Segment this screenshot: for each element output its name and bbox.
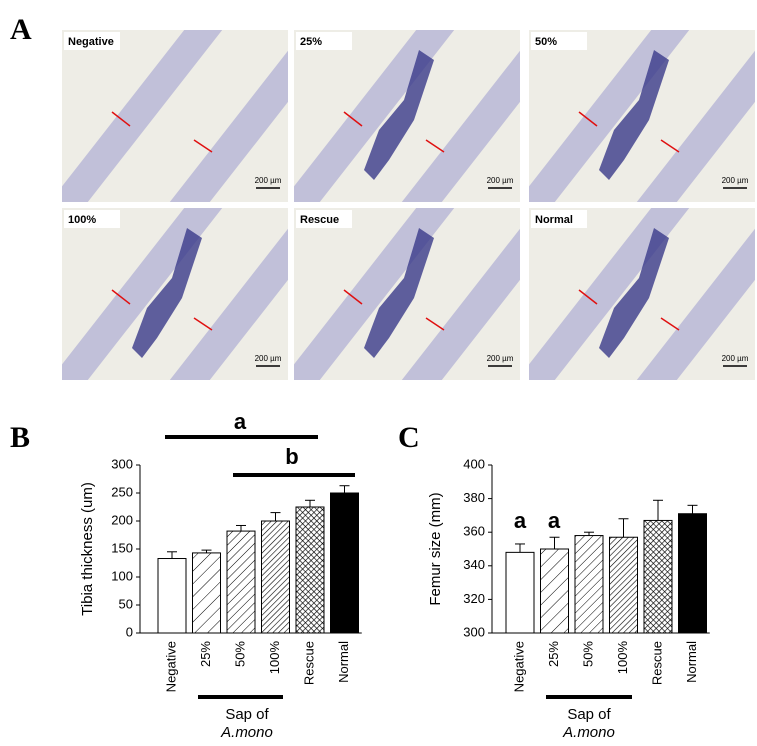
thickness-arrow: [578, 289, 598, 305]
marrow-tissue: [364, 228, 434, 358]
scale-label: 200 µm: [487, 176, 514, 185]
thickness-arrow: [578, 111, 598, 127]
y-tick-label: 250: [111, 484, 133, 499]
micrograph-label: 25%: [300, 36, 322, 48]
micrograph: [294, 208, 520, 380]
marrow-tissue: [132, 228, 202, 358]
bar: [192, 552, 221, 634]
panel-label: C: [398, 421, 420, 454]
significance-label: a: [234, 409, 247, 434]
marrow-tissue: [364, 50, 434, 180]
group-label: Sap of: [225, 706, 269, 723]
thickness-arrow: [193, 317, 213, 331]
bar: [261, 520, 290, 634]
x-tick-label: Negative: [163, 641, 178, 692]
x-tick-label: Normal: [336, 641, 351, 683]
thickness-arrow: [111, 289, 131, 305]
bone-band: [636, 228, 755, 380]
thickness-arrow: [193, 139, 213, 153]
bar: [505, 551, 535, 634]
micrograph: [62, 208, 288, 380]
thickness-arrow: [660, 139, 680, 153]
marrow-tissue: [599, 50, 669, 180]
x-tick-label: 100%: [615, 641, 630, 675]
label-bg: [531, 210, 587, 228]
x-tick-label: Rescue: [301, 641, 316, 685]
bar: [678, 513, 707, 634]
x-tick-label: 25%: [198, 641, 213, 667]
thickness-arrow: [343, 111, 363, 127]
scale-label: 200 µm: [722, 354, 749, 363]
x-tick-label: Negative: [511, 641, 526, 692]
micrograph-label: Negative: [68, 36, 114, 48]
y-tick-label: 300: [111, 456, 133, 471]
bone-band: [169, 228, 288, 380]
y-axis-label: Femur size (mm): [427, 492, 444, 605]
bar: [574, 535, 604, 634]
micrograph-label: Normal: [535, 214, 573, 226]
y-axis-label: Tibia thickness (um): [79, 482, 96, 616]
marrow-tissue: [599, 228, 669, 358]
group-label: A.mono: [220, 724, 273, 741]
scale-label: 200 µm: [722, 176, 749, 185]
thickness-arrow: [425, 139, 445, 153]
micrograph: [294, 30, 520, 202]
y-tick-label: 50: [119, 596, 133, 611]
micrograph-label: 100%: [68, 214, 96, 226]
scale-label: 200 µm: [487, 354, 514, 363]
y-tick-label: 360: [463, 524, 485, 539]
x-tick-label: Normal: [684, 641, 699, 683]
thickness-arrow: [343, 289, 363, 305]
thickness-arrow: [111, 111, 131, 127]
y-tick-label: 200: [111, 512, 133, 527]
bone-band: [636, 50, 755, 202]
x-tick-label: 100%: [267, 641, 282, 675]
bar: [157, 558, 187, 634]
x-tick-label: 50%: [580, 641, 595, 667]
bar: [330, 492, 359, 634]
x-tick-label: Rescue: [649, 641, 664, 685]
bone-band: [401, 50, 520, 202]
label-bg: [296, 32, 352, 50]
x-tick-label: 50%: [232, 641, 247, 667]
label-bg: [531, 32, 587, 50]
bar: [226, 530, 256, 634]
x-tick-label: 25%: [546, 641, 561, 667]
bar: [295, 506, 325, 634]
bone-band: [169, 50, 288, 202]
significance-label: a: [514, 508, 527, 533]
bar: [540, 548, 569, 634]
y-tick-label: 300: [463, 624, 485, 639]
thickness-arrow: [660, 317, 680, 331]
y-tick-label: 320: [463, 591, 485, 606]
bar: [643, 519, 673, 634]
micrograph-label: 50%: [535, 36, 557, 48]
micrograph: [62, 30, 288, 202]
y-tick-label: 380: [463, 490, 485, 505]
significance-label: b: [285, 444, 298, 469]
label-bg: [64, 210, 120, 228]
micrograph-label: Rescue: [300, 214, 339, 226]
bone-band: [62, 30, 223, 202]
micrograph: [529, 208, 755, 380]
y-tick-label: 100: [111, 568, 133, 583]
label-bg: [64, 32, 120, 50]
group-label: Sap of: [567, 706, 611, 723]
panel-label: B: [10, 421, 30, 454]
y-tick-label: 150: [111, 540, 133, 555]
y-tick-label: 400: [463, 456, 485, 471]
y-tick-label: 340: [463, 557, 485, 572]
significance-label: a: [548, 508, 561, 533]
label-bg: [296, 210, 352, 228]
group-label: A.mono: [562, 724, 615, 741]
bone-band: [401, 228, 520, 380]
panel-label: A: [10, 13, 32, 46]
thickness-arrow: [425, 317, 445, 331]
bar: [609, 536, 638, 634]
micrograph: [529, 30, 755, 202]
scale-label: 200 µm: [255, 176, 282, 185]
scale-label: 200 µm: [255, 354, 282, 363]
y-tick-label: 0: [126, 624, 133, 639]
